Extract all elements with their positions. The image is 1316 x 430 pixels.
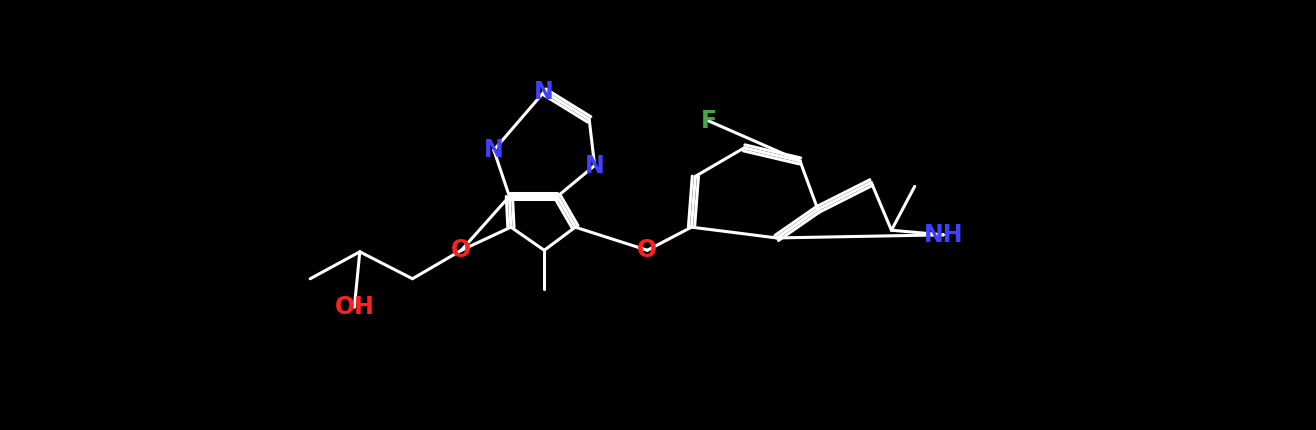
Text: OH: OH bbox=[334, 295, 374, 319]
Text: F: F bbox=[700, 109, 717, 133]
Text: NH: NH bbox=[924, 223, 963, 247]
Text: O: O bbox=[451, 238, 471, 262]
Text: N: N bbox=[584, 154, 604, 178]
Text: N: N bbox=[484, 138, 504, 162]
Text: O: O bbox=[637, 238, 658, 262]
Text: N: N bbox=[534, 80, 554, 104]
